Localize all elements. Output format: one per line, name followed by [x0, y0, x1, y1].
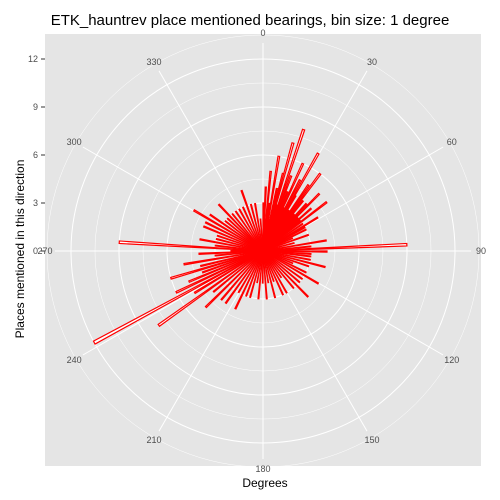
radial-tick-label: 12 — [28, 54, 38, 64]
x-axis-label: Degrees — [242, 476, 288, 490]
bearing-bar — [262, 233, 310, 252]
bearing-bar — [262, 245, 312, 252]
bearing-bar — [238, 208, 264, 252]
bearing-bar — [262, 250, 277, 299]
bearing-bar — [249, 203, 264, 252]
bearing-bar — [204, 250, 264, 309]
bearing-bar — [157, 250, 264, 328]
bearing-bar — [226, 217, 264, 252]
bearing-bar — [262, 242, 408, 252]
bearing-bar — [262, 250, 310, 268]
bearing-bar — [199, 250, 264, 268]
bearing-bar — [262, 250, 311, 261]
bearing-bar — [220, 250, 264, 301]
angle-tick-label: 90 — [476, 246, 486, 256]
bearing-bar — [262, 250, 326, 269]
angle-tick-label: 150 — [364, 435, 379, 445]
bearing-bar — [234, 250, 264, 310]
bearing-bar — [212, 250, 264, 293]
bearing-bar — [214, 250, 264, 257]
bearing-bar — [262, 250, 270, 284]
bearing-bar — [214, 244, 264, 252]
grid-circle — [46, 34, 480, 468]
bearing-bar — [262, 200, 328, 252]
angle-tick-label: 180 — [255, 464, 270, 474]
bearing-bar — [262, 250, 295, 290]
bearing-bar — [262, 250, 312, 258]
bearing-bar — [262, 250, 307, 274]
bearing-bar — [262, 250, 283, 279]
angle-tick-label: 240 — [67, 355, 82, 365]
bearing-bar — [215, 237, 264, 252]
bearing-bar — [262, 250, 301, 284]
bearing-bar — [257, 250, 264, 300]
bearing-bar — [92, 250, 264, 345]
bearing-bar — [169, 250, 264, 280]
bearing-bar — [198, 250, 264, 255]
bearing-bar — [199, 238, 264, 252]
bearing-bar — [202, 225, 264, 252]
radial-tick-label: 9 — [33, 102, 38, 112]
bearing-bar — [201, 250, 264, 274]
bearing-bar — [261, 250, 264, 284]
chart-title: ETK_hauntrev place mentioned bearings, b… — [50, 12, 450, 29]
bearing-bar — [259, 218, 264, 252]
bearing-bar — [249, 250, 264, 299]
bearing-bar — [245, 250, 264, 297]
bearing-bar — [231, 212, 264, 252]
bearing-bar — [240, 189, 264, 252]
radial-tick-label: 3 — [33, 198, 38, 208]
bearing-bar — [262, 250, 275, 283]
bearing-bar — [262, 250, 304, 281]
radial-tick-label: 0 — [33, 246, 38, 256]
bearing-bar — [262, 239, 327, 252]
bearing-bar — [253, 202, 264, 252]
bearing-bar — [241, 206, 264, 252]
bearing-bar — [192, 208, 264, 252]
bearing-bar — [118, 240, 264, 252]
angle-tick-label: 30 — [367, 57, 377, 67]
bearing-bar — [216, 234, 264, 252]
bearing-bar — [262, 241, 295, 252]
bearing-bar — [262, 250, 268, 300]
radial-tick-label: 6 — [33, 150, 38, 160]
bearing-bar — [193, 250, 264, 295]
angle-tick-label: 120 — [444, 355, 459, 365]
bearing-bar — [262, 250, 288, 294]
bearing-bar — [188, 250, 264, 284]
angle-tick-label: 210 — [146, 435, 161, 445]
bearing-bar — [262, 250, 310, 298]
angle-tick-label: 330 — [146, 57, 161, 67]
bearing-bar — [183, 250, 264, 266]
bearing-bar — [234, 210, 264, 252]
bearing-bar — [262, 128, 306, 252]
bearing-bar — [204, 221, 264, 252]
bearing-bar — [175, 250, 264, 294]
bearing-bar — [224, 219, 264, 252]
bearing-bar — [209, 213, 264, 252]
grid-spoke — [82, 250, 264, 356]
bearing-bars — [92, 128, 408, 345]
angle-tick-label: 300 — [67, 137, 82, 147]
bearing-bar — [262, 250, 320, 285]
bearing-bar — [224, 250, 264, 305]
polar-grid — [46, 34, 480, 468]
angle-tick-label: 0 — [260, 28, 265, 38]
bearing-bar — [237, 250, 264, 294]
bearing-bar — [262, 250, 285, 296]
bearing-bar — [217, 203, 264, 252]
angle-tick-label: 60 — [447, 137, 457, 147]
